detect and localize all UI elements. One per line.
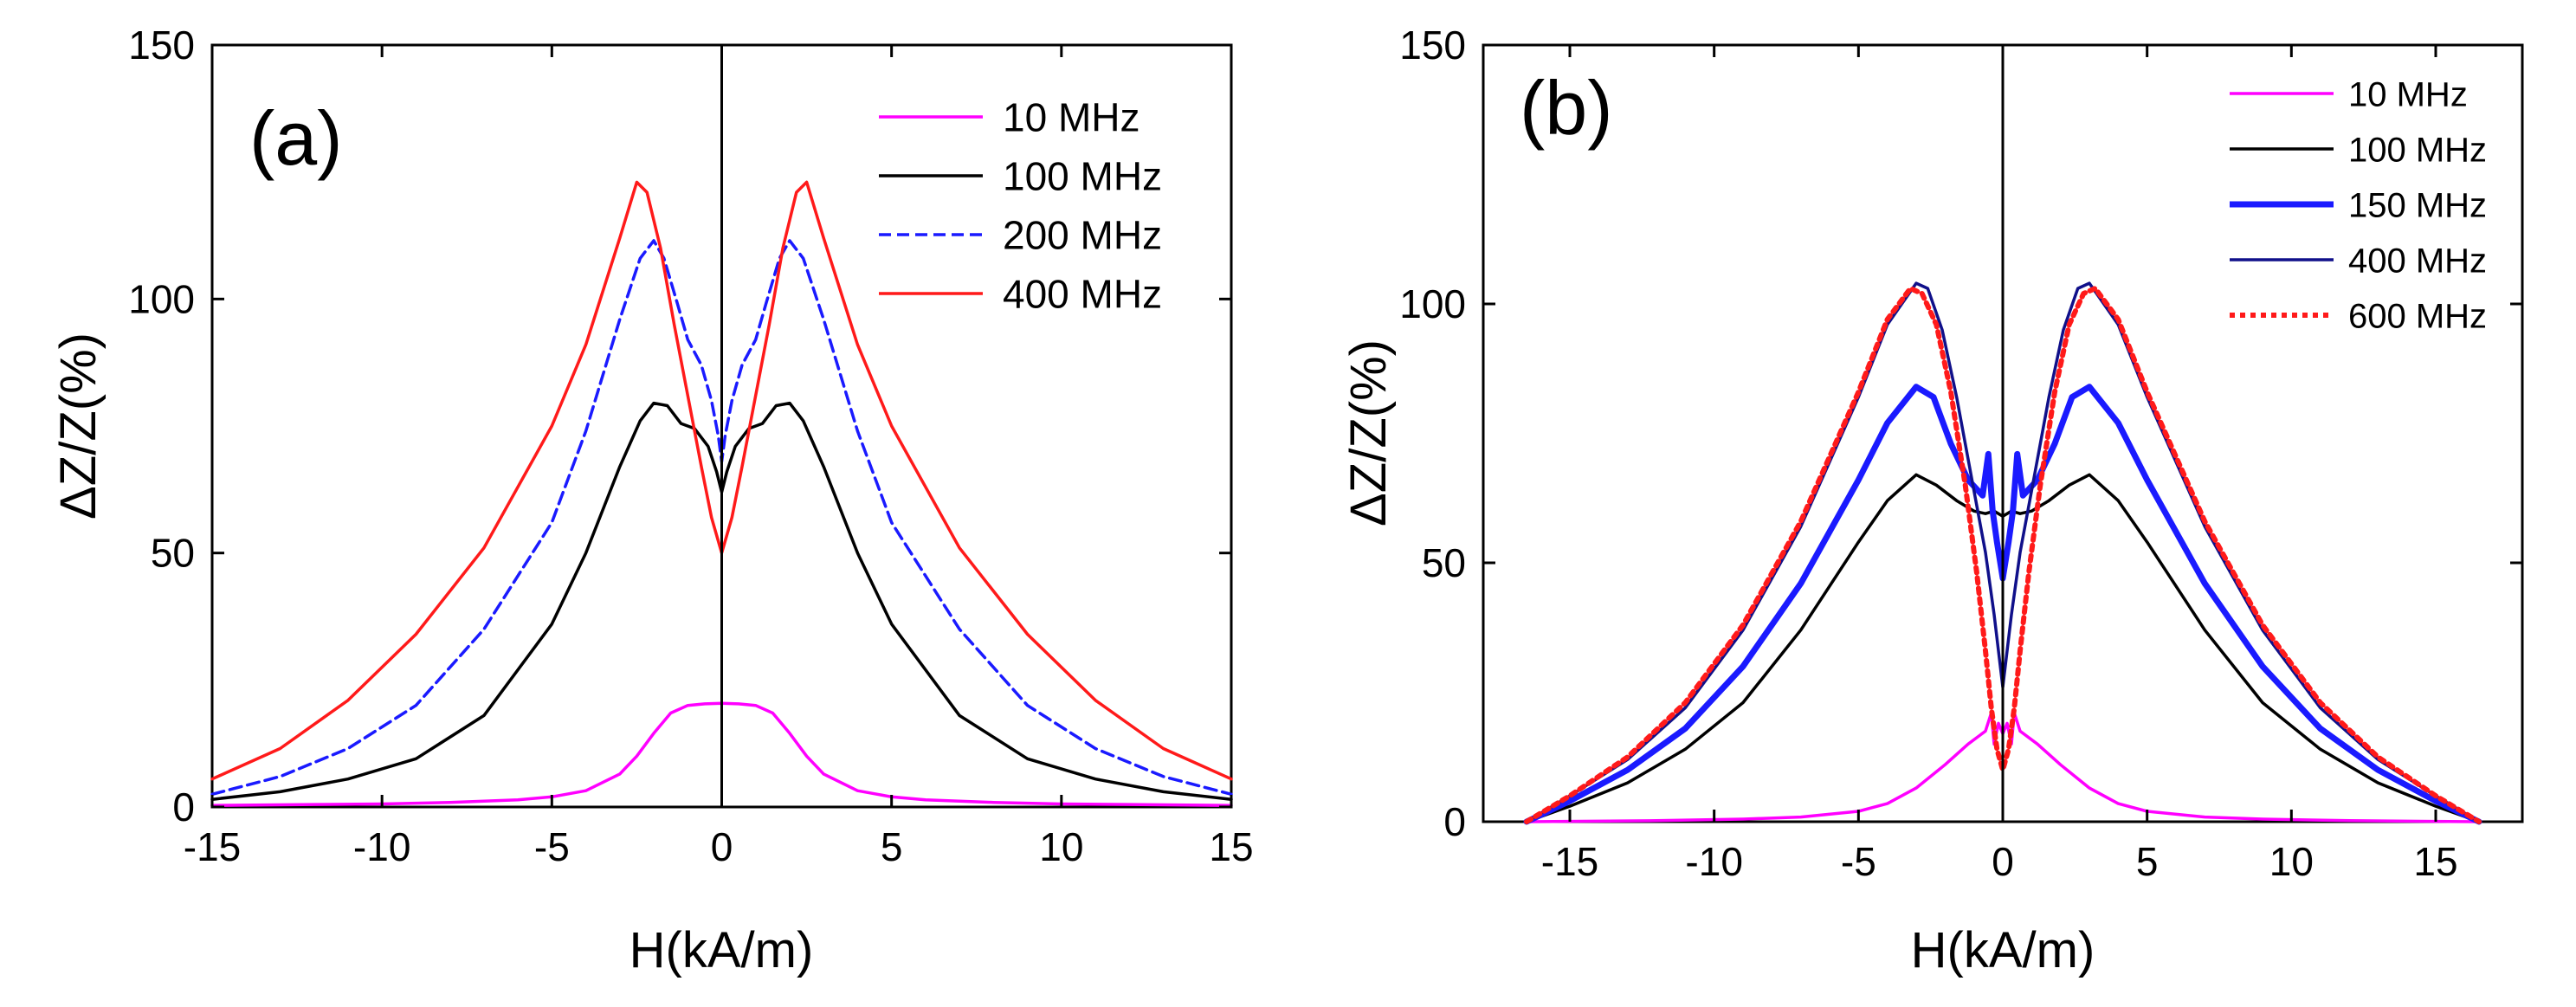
panel-label: (a)	[249, 95, 343, 181]
y-axis-title: ΔZ/Z(%)	[1340, 339, 1397, 526]
x-tick-label: -5	[1841, 839, 1876, 884]
legend: 10 MHz 100 MHz 200 MHz 400 MHz	[879, 95, 1162, 317]
x-tick-label: -10	[353, 824, 410, 869]
x-tick-label: 15	[1209, 824, 1253, 869]
y-tick-label: 50	[151, 531, 195, 576]
x-tick-label: -10	[1685, 839, 1742, 884]
legend-label-100-mhz: 100 MHz	[2348, 131, 2487, 169]
panel-label: (b)	[1520, 65, 1613, 151]
y-tick-label: 150	[128, 23, 195, 68]
x-tick-label: 5	[881, 824, 903, 869]
legend-label-150-mhz: 150 MHz	[2348, 186, 2487, 224]
legend-label-600-mhz: 600 MHz	[2348, 297, 2487, 335]
x-tick-label: 15	[2413, 839, 2457, 884]
y-tick-label: 150	[1399, 23, 1466, 68]
legend-label-100-mhz: 100 MHz	[1003, 154, 1162, 199]
x-tick-label: 5	[2136, 839, 2159, 884]
legend-label-400-mhz: 400 MHz	[1003, 272, 1162, 317]
x-tick-label: 10	[2269, 839, 2314, 884]
legend-label-10-mhz: 10 MHz	[1003, 95, 1140, 140]
legend-label-200-mhz: 200 MHz	[1003, 213, 1162, 258]
x-axis-title: H(kA/m)	[1911, 922, 2095, 978]
x-tick-label: -15	[1541, 839, 1598, 884]
legend-label-400-mhz: 400 MHz	[2348, 242, 2487, 280]
x-tick-label: 10	[1039, 824, 1083, 869]
legend: 10 MHz 100 MHz 150 MHz 400 MHz 600 MHz	[2230, 75, 2487, 335]
x-tick-label: 0	[711, 824, 733, 869]
x-tick-label: -5	[534, 824, 570, 869]
y-axis-title: ΔZ/Z(%)	[50, 332, 107, 520]
x-tick-label: 0	[1992, 839, 2014, 884]
y-tick-label: 50	[1422, 540, 1466, 585]
legend-label-10-mhz: 10 MHz	[2348, 75, 2468, 113]
y-tick-label: 100	[1399, 281, 1466, 326]
y-tick-label: 0	[1443, 799, 1466, 844]
x-tick-label: -15	[184, 824, 241, 869]
y-tick-label: 0	[172, 784, 195, 829]
y-tick-label: 100	[128, 276, 195, 321]
x-axis-title: H(kA/m)	[629, 922, 814, 978]
